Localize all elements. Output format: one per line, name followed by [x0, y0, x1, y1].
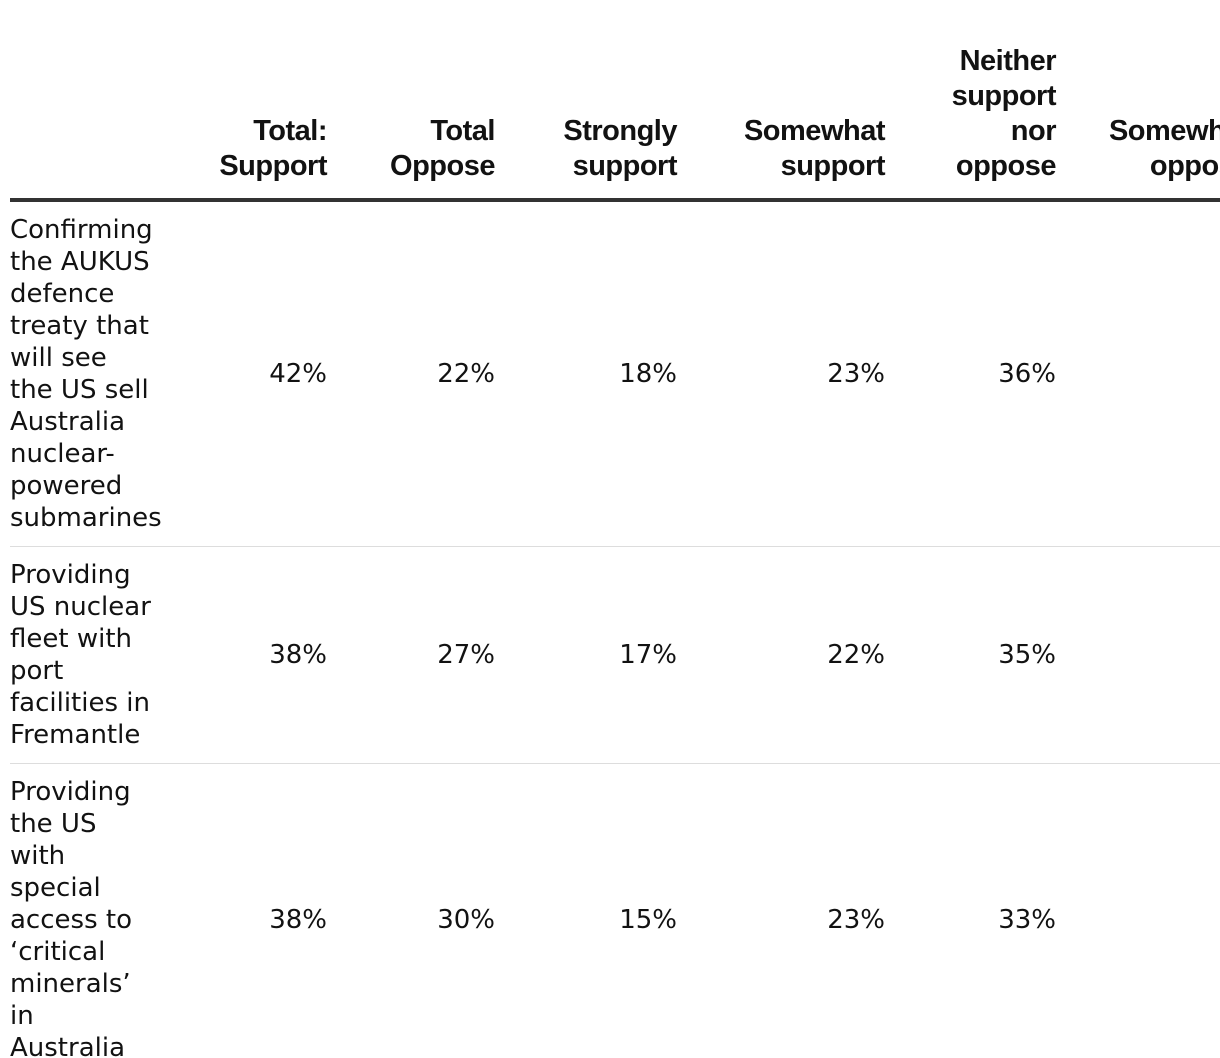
value-cell: 38% [160, 763, 327, 1058]
row-label: Providing US nuclear fleet with port fac… [10, 560, 151, 750]
row-label: Providing the US with special access to … [10, 777, 132, 1058]
value-cell: 22% [327, 200, 495, 547]
header-row: Total: Support Total Oppose Strongly suppo… [10, 44, 1220, 202]
value-cell: 42% [160, 200, 327, 547]
value-cell: 30% [327, 763, 495, 1058]
header-text: Neither support nor oppose [951, 45, 1057, 182]
value-cell [1056, 546, 1220, 764]
value-cell: 23% [677, 763, 885, 1058]
header-text: Total Oppose [390, 115, 495, 182]
row-label: Confirming the AUKUS defence treaty that… [10, 215, 162, 533]
table-body: Confirming the AUKUS defence treaty that… [10, 200, 1220, 1058]
value-cell: 38% [160, 546, 327, 764]
header-text: Somewhat oppose [1108, 115, 1220, 182]
header-cell [10, 44, 160, 202]
header-cell: Total: Support [160, 44, 328, 202]
value-cell [1056, 763, 1220, 1058]
value-cell: 18% [495, 200, 677, 547]
value-cell: 23% [677, 200, 885, 547]
header-text: Strongly support [563, 115, 677, 182]
value-cell: 36% [885, 200, 1056, 547]
header-cell: Strongly support [495, 44, 678, 202]
value-cell: 22% [677, 546, 885, 764]
header-cell: Somewhat support [677, 44, 886, 202]
row-label-cell: Confirming the AUKUS defence treaty that… [10, 200, 162, 547]
table-row: Providing the US with special access to … [10, 763, 1220, 1058]
row-label-cell: Providing US nuclear fleet with port fac… [10, 546, 160, 764]
header-cell: Total Oppose [327, 44, 496, 202]
table-row: Confirming the AUKUS defence treaty that… [10, 200, 1220, 547]
row-label-cell: Providing the US with special access to … [10, 763, 160, 1058]
value-cell: 35% [885, 546, 1056, 764]
value-cell: 27% [327, 546, 495, 764]
header-cell: Neither support nor oppose [885, 44, 1057, 202]
table-row: Providing US nuclear fleet with port fac… [10, 546, 1220, 764]
value-cell: 33% [885, 763, 1056, 1058]
header-cell: Somewhat oppose [1056, 44, 1220, 202]
value-cell: 15% [495, 763, 677, 1058]
value-cell: 17% [495, 546, 677, 764]
header-text: Total: Support [219, 115, 327, 182]
header-text: Somewhat support [743, 115, 886, 182]
survey-table: Total: Support Total Oppose Strongly suppo… [10, 44, 1220, 1058]
value-cell [1056, 200, 1220, 547]
